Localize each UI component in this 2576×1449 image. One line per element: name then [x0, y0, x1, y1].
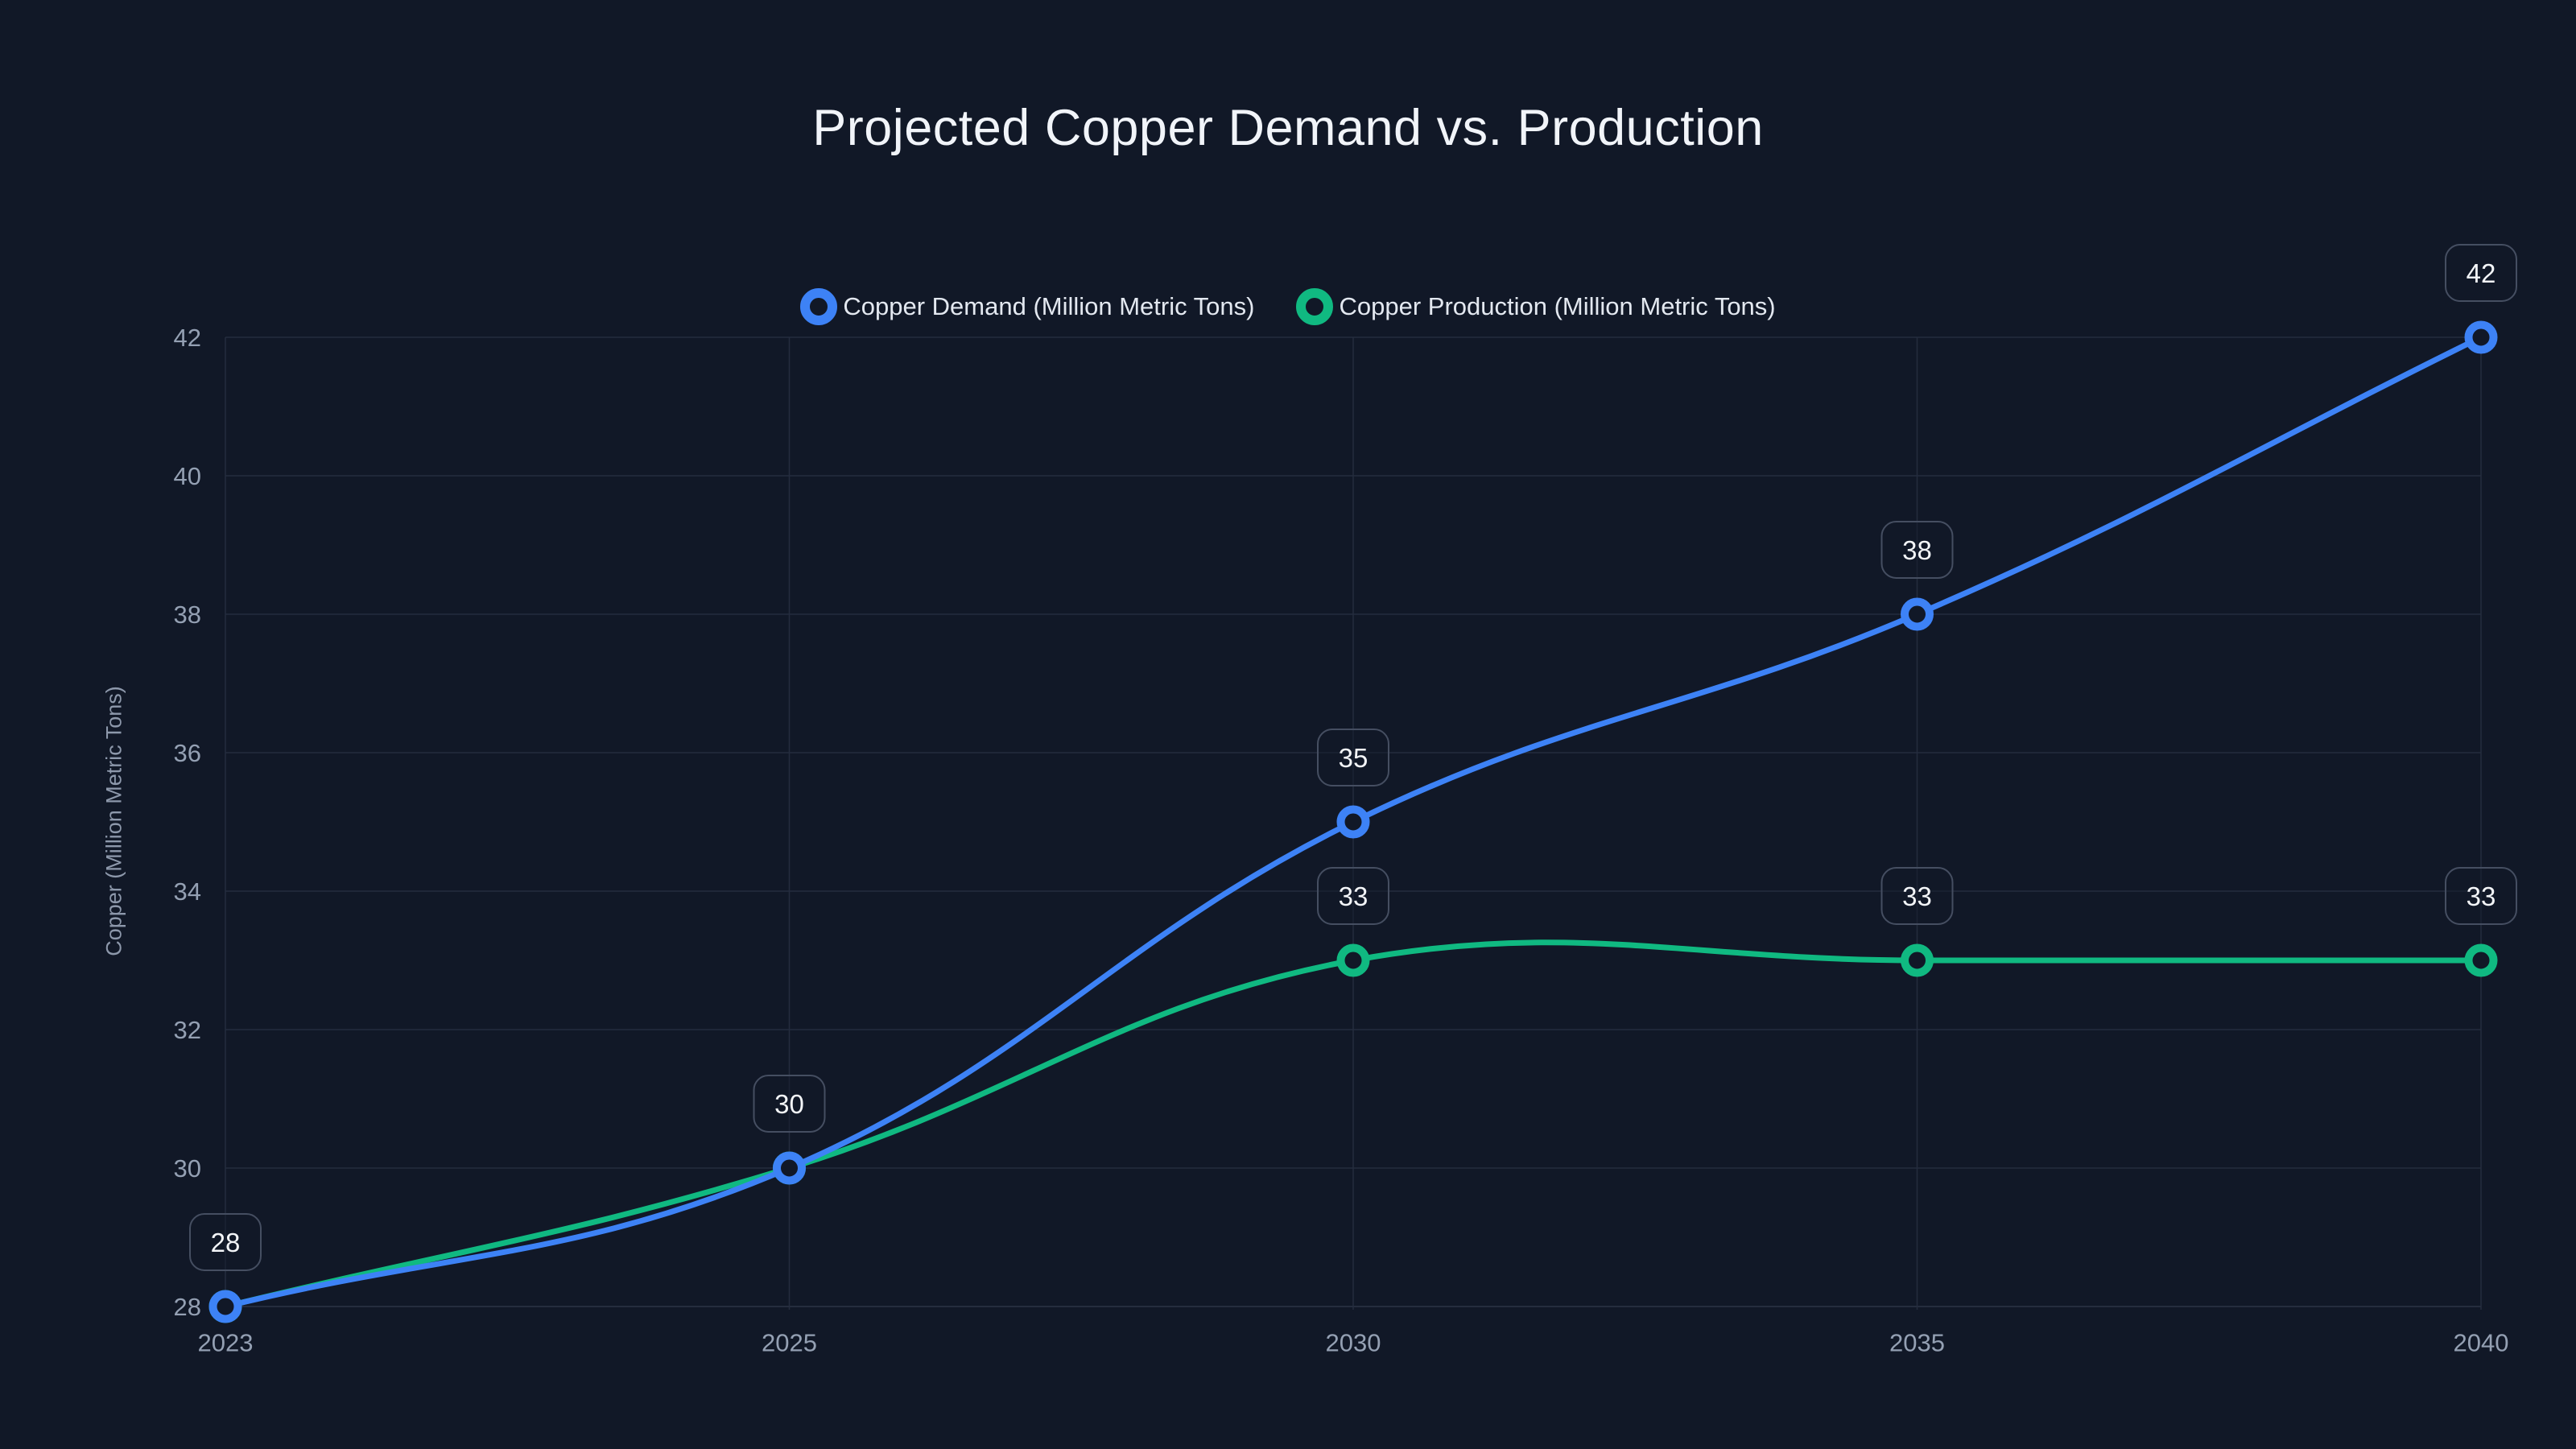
svg-text:34: 34 — [174, 877, 201, 906]
svg-text:2040: 2040 — [2454, 1328, 2509, 1356]
svg-text:33: 33 — [1339, 881, 1368, 911]
svg-text:33: 33 — [1902, 881, 1932, 911]
svg-text:30: 30 — [174, 1154, 201, 1183]
svg-text:42: 42 — [2467, 258, 2496, 288]
svg-text:35: 35 — [1339, 743, 1368, 773]
svg-text:36: 36 — [174, 739, 201, 767]
svg-text:40: 40 — [174, 462, 201, 490]
svg-text:30: 30 — [774, 1089, 804, 1119]
legend-label-production: Copper Production (Million Metric Tons) — [1339, 292, 1776, 320]
svg-text:38: 38 — [1902, 535, 1932, 565]
svg-text:38: 38 — [174, 601, 201, 629]
chart-title: Projected Copper Demand vs. Production — [812, 100, 1764, 156]
svg-text:42: 42 — [174, 324, 201, 352]
svg-text:2023: 2023 — [198, 1328, 254, 1356]
legend-item-demand[interactable]: Copper Demand (Million Metric Tons) — [800, 288, 1254, 325]
legend-item-production[interactable]: Copper Production (Million Metric Tons) — [1296, 288, 1776, 325]
svg-text:2035: 2035 — [1889, 1328, 1945, 1356]
svg-text:2030: 2030 — [1326, 1328, 1381, 1356]
chart-legend: Copper Demand (Million Metric Tons) Copp… — [0, 288, 2576, 325]
svg-text:32: 32 — [174, 1016, 201, 1044]
svg-text:28: 28 — [174, 1293, 201, 1321]
legend-label-demand: Copper Demand (Million Metric Tons) — [843, 292, 1255, 320]
svg-text:28: 28 — [211, 1228, 241, 1257]
svg-text:2025: 2025 — [762, 1328, 817, 1356]
svg-text:33: 33 — [2467, 881, 2496, 911]
